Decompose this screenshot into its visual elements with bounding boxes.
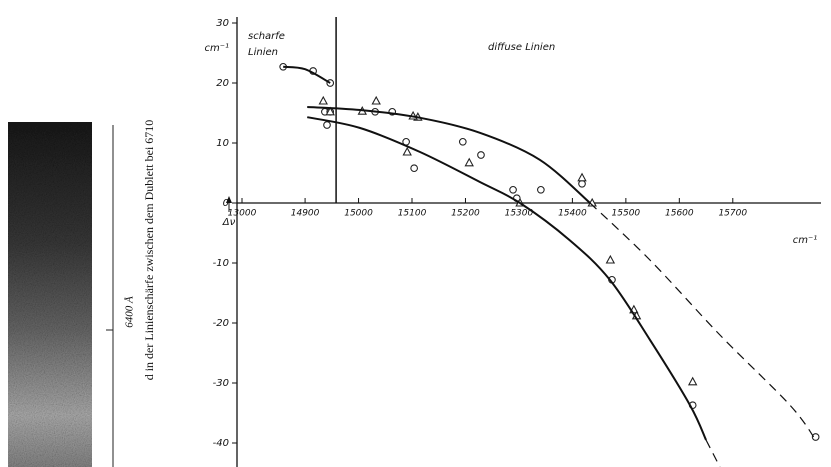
- circle-point: [509, 185, 517, 194]
- y-unit: cm⁻¹: [204, 43, 229, 54]
- y-tick-label: -30: [213, 378, 229, 389]
- triangle-point: [325, 106, 335, 116]
- circle-point: [477, 151, 485, 159]
- triangle-point: [371, 95, 381, 105]
- chart: 30 20 10 0 -10 -20 -30 -40 13000 14900 15000 15100 1…: [204, 17, 821, 467]
- triangle-point: [577, 172, 587, 182]
- circle-point: [811, 433, 820, 441]
- fit-curve: [307, 116, 707, 441]
- side-caption: d in der Linienschärfe zwischen dem Dubl…: [142, 120, 156, 381]
- y-tick-label: -40: [213, 438, 229, 449]
- y-tick-label: -20: [213, 318, 229, 329]
- spectrum-photo: [8, 122, 92, 467]
- x-tick-label: 15100: [398, 209, 427, 219]
- x-tick-label: 13000: [228, 209, 257, 219]
- x-tick-label: 15000: [344, 209, 373, 219]
- x-tick-label: 15300: [505, 209, 534, 219]
- y-label-arrowhead: [226, 196, 232, 203]
- circle-point: [578, 179, 586, 188]
- triangle-point: [402, 146, 412, 156]
- dashed-curve: [589, 202, 817, 441]
- circle-point: [458, 137, 467, 146]
- circle-point: [323, 121, 331, 129]
- x-tick-label: 15200: [451, 209, 480, 219]
- fit-curve: [283, 65, 331, 84]
- x-tick-label: 15600: [665, 209, 694, 219]
- x-tick-label: 15700: [718, 209, 747, 219]
- region-label: scharfe: [248, 31, 285, 42]
- y-label: Δν: [222, 217, 236, 228]
- y-tick-label: 0: [223, 198, 229, 209]
- circle-point: [537, 185, 545, 194]
- x-tick-label: 15500: [612, 209, 641, 219]
- region-label: diffuse Linien: [488, 42, 555, 53]
- y-tick-label: -10: [213, 258, 229, 269]
- y-tick-label: 20: [216, 78, 229, 89]
- x-unit: cm⁻¹: [793, 235, 818, 246]
- triangle-point: [605, 254, 616, 264]
- fit-curve: [307, 106, 591, 204]
- triangle-point: [318, 95, 328, 105]
- x-tick-label: 14900: [291, 209, 320, 219]
- y-tick-label: 30: [216, 18, 229, 29]
- y-tick-label: 10: [216, 138, 229, 149]
- triangle-point: [687, 376, 698, 386]
- triangle-point: [464, 157, 474, 167]
- dashed-curve: [705, 439, 721, 467]
- circle-point: [410, 164, 418, 173]
- region-label: Linien: [248, 47, 278, 58]
- x-tick-label: 15400: [558, 209, 587, 219]
- strip-label: 6400 Å: [124, 296, 136, 328]
